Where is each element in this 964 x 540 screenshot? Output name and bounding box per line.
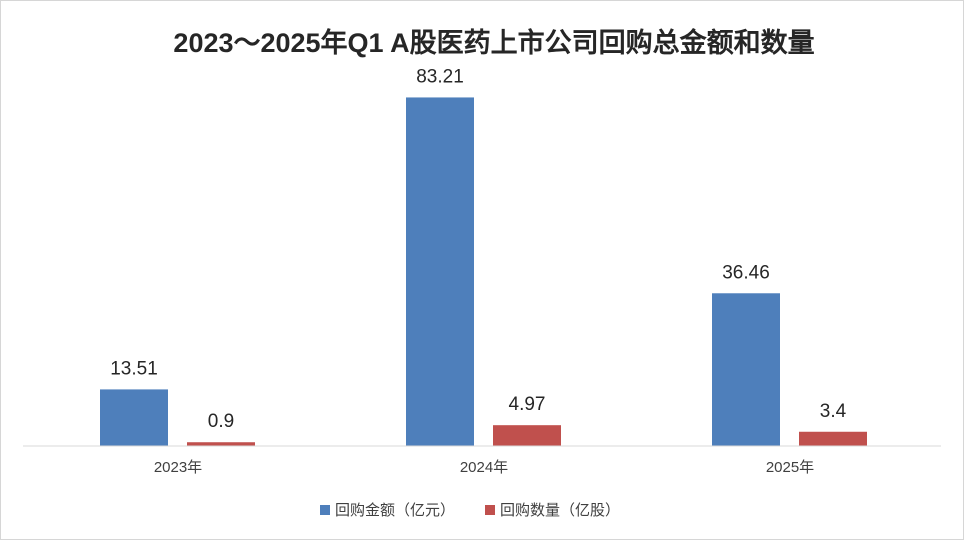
- bar-amount-2: [406, 97, 474, 446]
- legend-swatch-amount: [320, 505, 330, 515]
- bar-count-1: [187, 442, 255, 446]
- data-label-amount-2: 83.21: [416, 66, 464, 87]
- bar-count-3: [799, 431, 867, 446]
- data-label-count-3: 3.4: [820, 401, 847, 422]
- x-tick-label: 2025年: [766, 459, 814, 476]
- value-labels-layer: 13.51 0.9 83.21 4.97 36.46 3.4: [110, 66, 846, 432]
- bar-amount-1: [100, 389, 168, 446]
- bar-amount-3: [712, 293, 780, 446]
- legend-label-amount: 回购金额（亿元）: [335, 502, 455, 519]
- legend-swatch-count: [485, 505, 495, 515]
- data-label-count-2: 4.97: [509, 394, 546, 415]
- x-tick-label: 2024年: [460, 459, 508, 476]
- data-label-count-1: 0.9: [208, 411, 234, 432]
- legend-label-count: 回购数量（亿股）: [500, 502, 620, 519]
- data-label-amount-3: 36.46: [722, 262, 770, 283]
- x-axis-ticks: 2023年 2024年 2025年: [154, 459, 814, 476]
- x-tick-label: 2023年: [154, 459, 202, 476]
- bar-count-2: [493, 425, 561, 446]
- legend: 回购金额（亿元） 回购数量（亿股）: [320, 502, 620, 519]
- data-label-amount-1: 13.51: [110, 358, 158, 379]
- chart-title: 2023～2025年Q1 A股医药上市公司回购总金额和数量: [173, 27, 814, 58]
- bars-layer: [100, 97, 867, 446]
